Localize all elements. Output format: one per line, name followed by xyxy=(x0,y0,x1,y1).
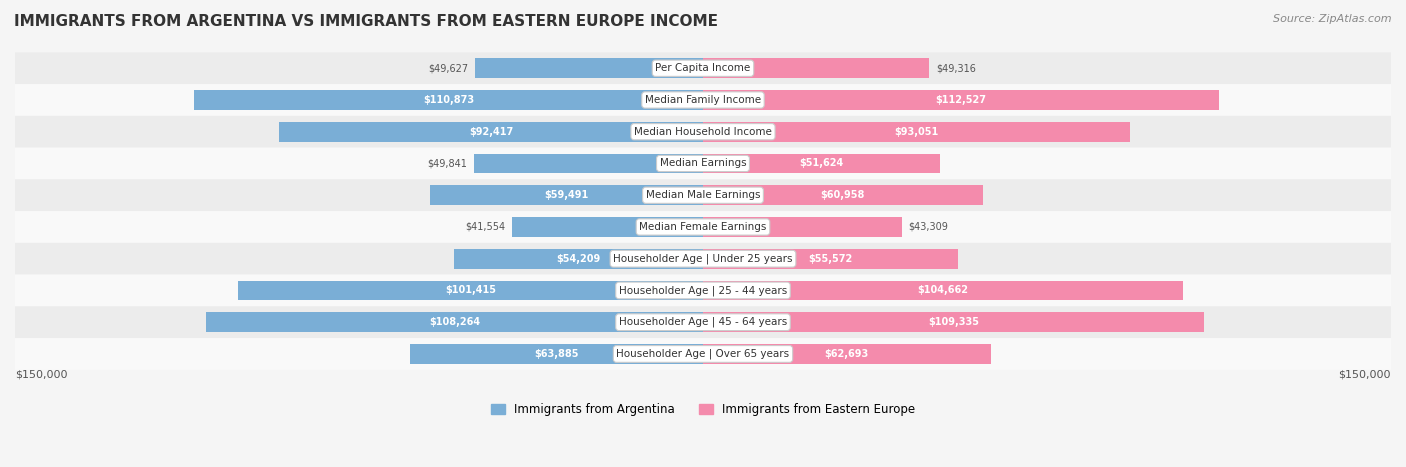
FancyBboxPatch shape xyxy=(15,338,1391,370)
Text: Householder Age | Under 25 years: Householder Age | Under 25 years xyxy=(613,254,793,264)
FancyBboxPatch shape xyxy=(15,275,1391,306)
FancyBboxPatch shape xyxy=(15,116,1391,148)
Text: $150,000: $150,000 xyxy=(15,370,67,380)
Bar xyxy=(474,154,703,173)
Text: $49,841: $49,841 xyxy=(427,158,468,169)
Text: $93,051: $93,051 xyxy=(894,127,939,137)
Bar xyxy=(280,122,703,142)
FancyBboxPatch shape xyxy=(15,306,1391,338)
Bar xyxy=(703,312,1205,332)
Text: $62,693: $62,693 xyxy=(825,349,869,359)
FancyBboxPatch shape xyxy=(15,84,1391,116)
Text: Median Earnings: Median Earnings xyxy=(659,158,747,169)
Bar xyxy=(430,185,703,205)
Text: Householder Age | 45 - 64 years: Householder Age | 45 - 64 years xyxy=(619,317,787,327)
Bar xyxy=(454,249,703,269)
Text: Per Capita Income: Per Capita Income xyxy=(655,63,751,73)
Bar xyxy=(512,217,703,237)
Text: Householder Age | Over 65 years: Householder Age | Over 65 years xyxy=(616,349,790,359)
Text: $49,316: $49,316 xyxy=(936,63,976,73)
Text: $104,662: $104,662 xyxy=(918,285,969,296)
Text: $110,873: $110,873 xyxy=(423,95,474,105)
Bar xyxy=(703,217,901,237)
Text: $41,554: $41,554 xyxy=(465,222,506,232)
Text: Source: ZipAtlas.com: Source: ZipAtlas.com xyxy=(1274,14,1392,24)
FancyBboxPatch shape xyxy=(15,148,1391,179)
Bar xyxy=(703,58,929,78)
Text: $51,624: $51,624 xyxy=(799,158,844,169)
Bar xyxy=(411,344,703,364)
Text: Median Household Income: Median Household Income xyxy=(634,127,772,137)
Text: Householder Age | 25 - 44 years: Householder Age | 25 - 44 years xyxy=(619,285,787,296)
Text: $63,885: $63,885 xyxy=(534,349,579,359)
Legend: Immigrants from Argentina, Immigrants from Eastern Europe: Immigrants from Argentina, Immigrants fr… xyxy=(486,399,920,421)
FancyBboxPatch shape xyxy=(15,179,1391,211)
Text: $60,958: $60,958 xyxy=(821,190,865,200)
Text: $43,309: $43,309 xyxy=(908,222,949,232)
Text: $109,335: $109,335 xyxy=(928,317,979,327)
Bar xyxy=(703,185,983,205)
Text: $108,264: $108,264 xyxy=(429,317,481,327)
Bar xyxy=(703,154,939,173)
Bar xyxy=(207,312,703,332)
Text: Median Female Earnings: Median Female Earnings xyxy=(640,222,766,232)
FancyBboxPatch shape xyxy=(15,52,1391,84)
Text: IMMIGRANTS FROM ARGENTINA VS IMMIGRANTS FROM EASTERN EUROPE INCOME: IMMIGRANTS FROM ARGENTINA VS IMMIGRANTS … xyxy=(14,14,718,29)
Bar xyxy=(194,90,703,110)
Text: $55,572: $55,572 xyxy=(808,254,852,264)
Text: $112,527: $112,527 xyxy=(935,95,987,105)
Text: Median Male Earnings: Median Male Earnings xyxy=(645,190,761,200)
Text: $54,209: $54,209 xyxy=(557,254,600,264)
Bar xyxy=(703,249,957,269)
FancyBboxPatch shape xyxy=(15,243,1391,275)
Bar xyxy=(703,281,1182,300)
Bar xyxy=(475,58,703,78)
Bar xyxy=(238,281,703,300)
FancyBboxPatch shape xyxy=(15,211,1391,243)
Bar xyxy=(703,344,991,364)
Text: Median Family Income: Median Family Income xyxy=(645,95,761,105)
Text: $59,491: $59,491 xyxy=(544,190,589,200)
Text: $92,417: $92,417 xyxy=(470,127,513,137)
Text: $150,000: $150,000 xyxy=(1339,370,1391,380)
Bar xyxy=(703,90,1219,110)
Text: $101,415: $101,415 xyxy=(444,285,496,296)
Text: $49,627: $49,627 xyxy=(429,63,468,73)
Bar xyxy=(703,122,1130,142)
